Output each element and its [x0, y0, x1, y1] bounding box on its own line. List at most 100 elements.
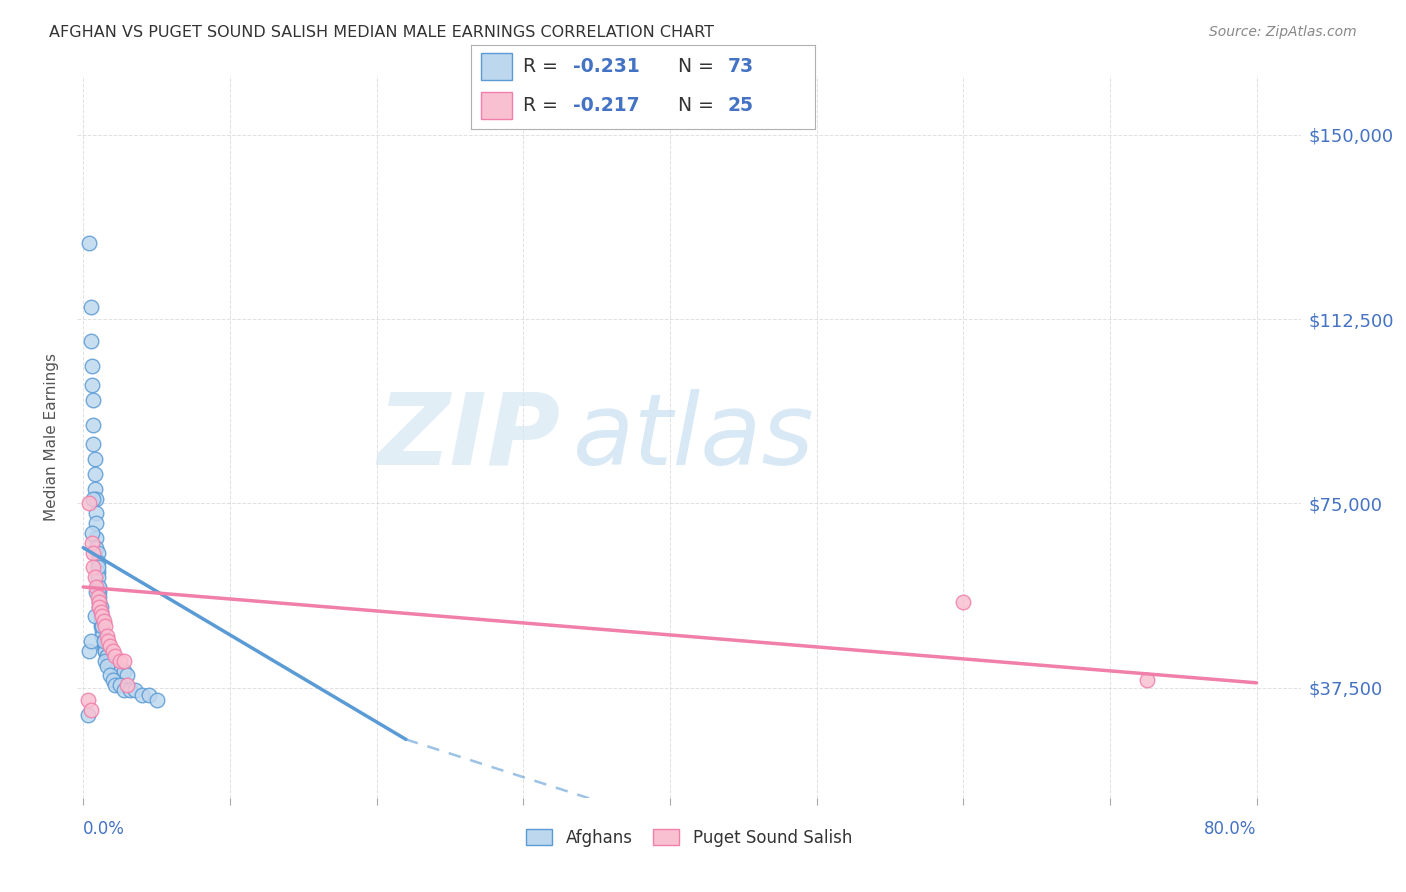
- Point: [96, 648, 118, 663]
- Point: [90, 615, 112, 629]
- Point: [91, 609, 114, 624]
- Point: [89, 580, 111, 594]
- Point: [97, 654, 120, 668]
- Point: [108, 664, 131, 678]
- Point: [104, 678, 127, 692]
- Point: [82, 545, 104, 559]
- Point: [115, 678, 138, 692]
- Point: [86, 541, 108, 555]
- Legend: Afghans, Puget Sound Salish: Afghans, Puget Sound Salish: [517, 821, 860, 855]
- Point: [90, 605, 112, 619]
- Point: [108, 654, 131, 668]
- Point: [96, 658, 118, 673]
- Text: 73: 73: [728, 57, 754, 76]
- Point: [82, 560, 104, 574]
- Point: [94, 639, 117, 653]
- Point: [93, 639, 115, 653]
- Point: [79, 634, 101, 648]
- Text: Source: ZipAtlas.com: Source: ZipAtlas.com: [1209, 25, 1357, 39]
- Point: [79, 300, 101, 314]
- Point: [86, 585, 108, 599]
- Point: [89, 585, 111, 599]
- Point: [91, 629, 114, 643]
- Point: [82, 491, 104, 506]
- Point: [86, 580, 108, 594]
- Point: [138, 688, 160, 702]
- Point: [91, 624, 114, 639]
- Point: [93, 634, 115, 648]
- Point: [90, 605, 112, 619]
- Point: [98, 654, 121, 668]
- Point: [80, 525, 103, 540]
- Point: [115, 668, 138, 682]
- Point: [87, 556, 110, 570]
- Point: [84, 467, 107, 481]
- Text: R =: R =: [523, 57, 564, 76]
- Point: [87, 570, 110, 584]
- Text: AFGHAN VS PUGET SOUND SALISH MEDIAN MALE EARNINGS CORRELATION CHART: AFGHAN VS PUGET SOUND SALISH MEDIAN MALE…: [49, 25, 714, 40]
- Point: [112, 664, 135, 678]
- Point: [124, 683, 146, 698]
- Point: [131, 688, 153, 702]
- Point: [93, 634, 115, 648]
- Text: R =: R =: [523, 96, 564, 115]
- Point: [84, 570, 107, 584]
- Point: [91, 619, 114, 633]
- Point: [80, 535, 103, 549]
- Point: [76, 707, 98, 722]
- Bar: [481, 54, 512, 80]
- Point: [87, 560, 110, 574]
- Point: [82, 393, 104, 408]
- Point: [96, 648, 118, 663]
- Point: [86, 506, 108, 520]
- Point: [112, 654, 135, 668]
- Point: [91, 619, 114, 633]
- Point: [86, 516, 108, 530]
- Text: ZIP: ZIP: [377, 389, 561, 485]
- Text: atlas: atlas: [572, 389, 814, 485]
- Text: N =: N =: [678, 96, 720, 115]
- Point: [89, 595, 111, 609]
- Point: [93, 615, 115, 629]
- Text: 0.0%: 0.0%: [83, 821, 125, 838]
- Point: [86, 531, 108, 545]
- Point: [112, 683, 135, 698]
- Point: [1135, 673, 1157, 688]
- Point: [87, 590, 110, 604]
- Point: [80, 378, 103, 392]
- Point: [80, 359, 103, 373]
- Text: N =: N =: [678, 57, 720, 76]
- Point: [89, 599, 111, 614]
- Point: [89, 595, 111, 609]
- Point: [100, 654, 122, 668]
- Text: 25: 25: [728, 96, 754, 115]
- Point: [104, 648, 127, 663]
- Point: [94, 619, 117, 633]
- Point: [77, 235, 100, 250]
- Point: [79, 334, 101, 349]
- Point: [952, 595, 974, 609]
- Point: [90, 599, 112, 614]
- Point: [101, 673, 124, 688]
- Point: [90, 619, 112, 633]
- Point: [77, 644, 100, 658]
- Point: [84, 609, 107, 624]
- Point: [82, 417, 104, 432]
- Point: [98, 668, 121, 682]
- Point: [145, 693, 167, 707]
- Point: [87, 545, 110, 559]
- Point: [101, 658, 124, 673]
- Y-axis label: Median Male Earnings: Median Male Earnings: [44, 353, 59, 521]
- Point: [97, 634, 120, 648]
- Point: [101, 658, 124, 673]
- Bar: [481, 92, 512, 120]
- Point: [89, 599, 111, 614]
- Point: [93, 634, 115, 648]
- Point: [87, 566, 110, 580]
- Point: [96, 629, 118, 643]
- Point: [101, 644, 124, 658]
- Point: [108, 678, 131, 692]
- Text: -0.231: -0.231: [572, 57, 640, 76]
- Point: [76, 693, 98, 707]
- Point: [79, 703, 101, 717]
